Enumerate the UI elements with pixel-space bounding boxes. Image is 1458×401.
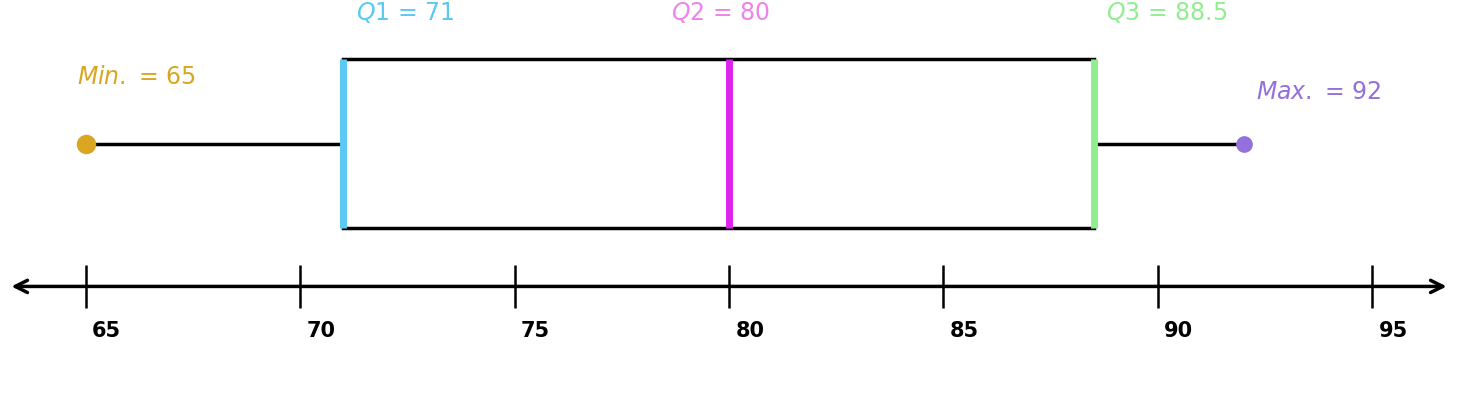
Bar <box>343 60 1094 229</box>
Text: $\it{Q}$1 = 71: $\it{Q}$1 = 71 <box>356 0 453 25</box>
Text: $\it{Min.}$ = 65: $\it{Min.}$ = 65 <box>77 65 197 89</box>
Text: $\it{Max.}$ = 92: $\it{Max.}$ = 92 <box>1257 80 1382 104</box>
Text: 95: 95 <box>1379 320 1408 340</box>
Text: 90: 90 <box>1165 320 1194 340</box>
Text: 70: 70 <box>306 320 335 340</box>
Text: 65: 65 <box>92 320 121 340</box>
Text: 80: 80 <box>735 320 764 340</box>
Text: 75: 75 <box>521 320 550 340</box>
Text: 85: 85 <box>949 320 978 340</box>
Text: $\it{Q}$2 = 80: $\it{Q}$2 = 80 <box>671 0 770 25</box>
Text: $\it{Q}$3 = 88.5: $\it{Q}$3 = 88.5 <box>1107 0 1228 25</box>
